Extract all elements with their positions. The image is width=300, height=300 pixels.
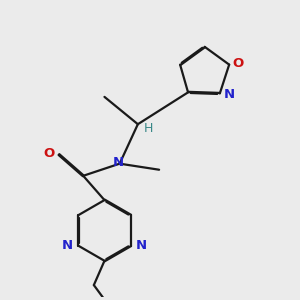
Text: O: O	[43, 146, 54, 160]
Text: O: O	[233, 57, 244, 70]
Text: N: N	[224, 88, 235, 101]
Text: N: N	[136, 239, 147, 252]
Text: N: N	[61, 239, 73, 252]
Text: N: N	[112, 156, 124, 169]
Text: H: H	[143, 122, 153, 135]
